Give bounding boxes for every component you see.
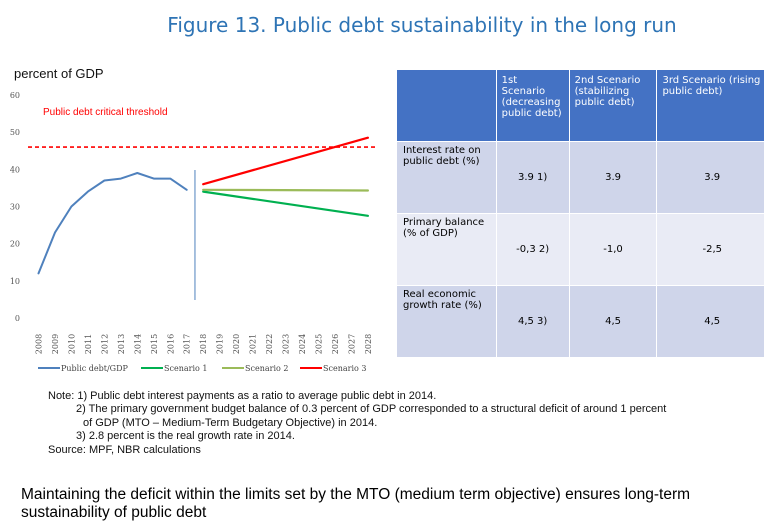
cell-interest-s2: 3.9: [568, 141, 658, 214]
cell-interest-s3: 3.9: [656, 141, 764, 214]
series-line-1: [37, 172, 188, 275]
table-row: Primary balance (% of GDP) -0,3 2) -1,0 …: [396, 213, 764, 286]
x-tick-label: 2010: [67, 334, 76, 354]
note-1: Note: 1) Public debt interest payments a…: [48, 390, 437, 402]
x-tick-label: 2019: [216, 334, 225, 354]
x-tick-label: 2015: [150, 334, 159, 354]
x-tick-label: 2023: [282, 334, 291, 354]
table-header-row: 1st Scenario (decreasing public debt) 2n…: [396, 69, 764, 142]
y-tick-label: 50: [10, 128, 20, 137]
x-tick-label: 2021: [249, 334, 258, 354]
x-tick-label: 2027: [347, 334, 356, 354]
threshold-label: Public debt critical threshold: [43, 107, 168, 118]
row-label-growth: Real economic growth rate (%): [396, 285, 497, 358]
cell-growth-s1: 4,5 3): [495, 285, 570, 358]
legend-label: Scenario 2: [245, 364, 288, 373]
x-tick-label: 2013: [117, 334, 126, 354]
legend-label: Scenario 1: [164, 364, 207, 373]
notes: Note: 1) Public debt interest payments a…: [48, 390, 666, 457]
cell-interest-s1: 3.9 1): [495, 141, 570, 214]
cell-growth-s3: 4,5: [656, 285, 764, 358]
x-tick-label: 2026: [331, 334, 340, 354]
x-tick-label: 2022: [265, 334, 274, 354]
table-header-corner: [396, 69, 497, 142]
debt-chart: 0 10 20 30 40 50 60 Public debt critical thresh…: [10, 91, 378, 373]
x-tick-label: 2028: [364, 334, 373, 354]
table-header-scenario-3: 3rd Scenario (rising public debt): [656, 69, 764, 142]
y-tick-label: 10: [10, 277, 20, 286]
y-tick-label: 30: [10, 203, 20, 212]
table-header-scenario-2: 2nd Scenario (stabilizing public debt): [568, 69, 658, 142]
row-label-interest: Interest rate on public debt (%): [396, 141, 497, 214]
y-tick-label: 0: [15, 314, 20, 323]
cell-primary-s1: -0,3 2): [495, 213, 570, 286]
note-2a: 2) The primary government budget balance…: [76, 403, 667, 416]
x-tick-label: 2018: [199, 334, 208, 354]
x-tick-label: 2017: [183, 334, 192, 354]
y-tick-label: 60: [10, 91, 20, 100]
x-tick-label: 2016: [166, 334, 175, 354]
series-line-2: [202, 190, 369, 217]
table-row: Real economic growth rate (%) 4,5 3) 4,5…: [396, 285, 764, 358]
y-axis-label: percent of GDP: [14, 66, 104, 81]
figure-title: Figure 13. Public debt sustainability in…: [167, 13, 677, 37]
cell-growth-s2: 4,5: [568, 285, 658, 358]
x-tick-label: 2009: [51, 334, 60, 354]
note-3: 3) 2.8 percent is the real growth rate i…: [76, 430, 295, 443]
table-header-scenario-1: 1st Scenario (decreasing public debt): [495, 69, 570, 142]
x-tick-label: 2012: [100, 334, 109, 354]
x-tick-label: 2024: [298, 334, 307, 354]
series-line-3: [202, 188, 369, 192]
cell-primary-s2: -1,0: [568, 213, 658, 286]
y-tick-label: 20: [10, 240, 20, 249]
conclusion-text: Maintaining the deficit within the limit…: [21, 486, 691, 521]
x-tick-label: 2011: [84, 334, 93, 354]
cell-primary-s3: -2,5: [656, 213, 764, 286]
x-tick-label: 2020: [232, 334, 241, 354]
y-tick-label: 40: [10, 165, 20, 174]
scenario-table: 1st Scenario (decreasing public debt) 2n…: [396, 69, 764, 358]
legend-label: Public debt/GDP: [61, 364, 128, 373]
row-label-primary: Primary balance (% of GDP): [396, 213, 497, 286]
source-note: Source: MPF, NBR calculations: [48, 443, 201, 456]
series-line-4: [202, 136, 369, 186]
x-tick-label: 2025: [314, 334, 323, 354]
legend-label: Scenario 3: [323, 364, 366, 373]
table-row: Interest rate on public debt (%) 3.9 1) …: [396, 141, 764, 214]
x-tick-label: 2014: [133, 334, 142, 354]
note-2b: of GDP (MTO – Medium-Term Budgetary Obje…: [83, 416, 378, 429]
x-tick-label: 2008: [35, 334, 44, 354]
